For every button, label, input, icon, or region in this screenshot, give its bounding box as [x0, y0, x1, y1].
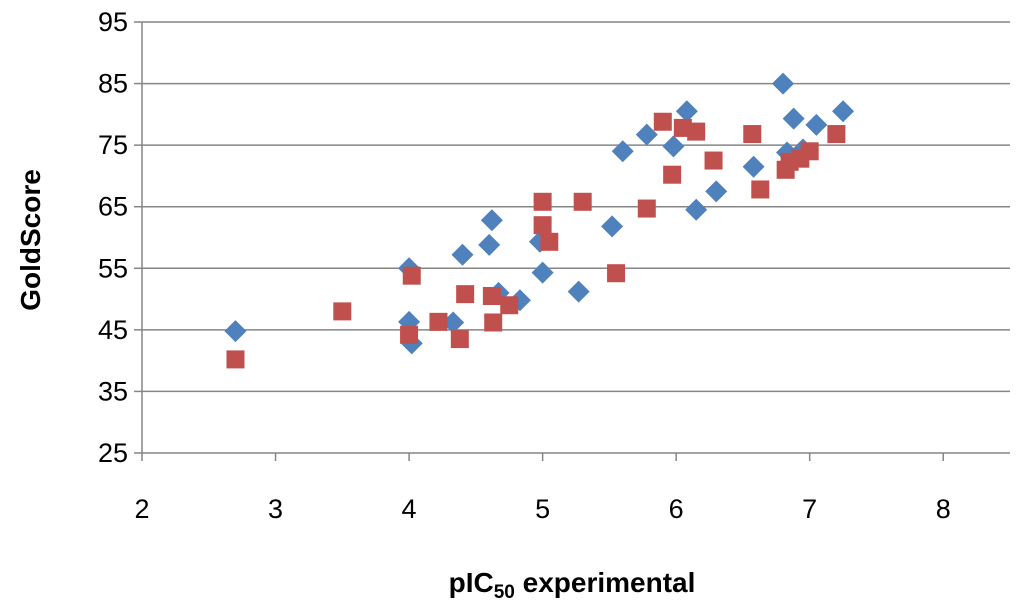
point-series-2-20	[704, 151, 723, 170]
axes	[134, 21, 1010, 461]
x-tick-label-6: 6	[669, 494, 684, 524]
point-series-1-16	[662, 135, 685, 158]
point-series-1-20	[742, 155, 765, 178]
point-series-1-18	[685, 198, 708, 221]
point-series-1-6	[478, 233, 501, 256]
x-axis-title-rest: experimental	[515, 567, 696, 598]
y-tick-label-85: 85	[98, 69, 128, 99]
y-tick-label-35: 35	[98, 376, 128, 406]
data-points	[224, 72, 855, 369]
point-series-1-17	[675, 100, 698, 123]
gridlines	[142, 21, 1010, 393]
y-tick-label-95: 95	[98, 7, 128, 37]
y-axis-title: GoldScore	[15, 169, 46, 311]
point-series-1-26	[832, 100, 855, 123]
point-series-2-15	[637, 199, 656, 218]
point-series-1-23	[782, 107, 805, 130]
x-tick-label-8: 8	[936, 494, 951, 524]
x-tick-label-3: 3	[268, 494, 283, 524]
point-series-2-1	[333, 302, 352, 321]
x-tick-label-4: 4	[402, 494, 417, 524]
point-series-2-13	[573, 192, 592, 211]
y-tick-label-45: 45	[98, 315, 128, 345]
point-series-2-11	[533, 216, 552, 235]
point-series-1-12	[567, 280, 590, 303]
y-tick-label-75: 75	[98, 130, 128, 160]
x-tick-label-7: 7	[802, 494, 817, 524]
point-series-2-19	[687, 122, 706, 141]
point-series-1-25	[805, 113, 828, 136]
y-tick-labels: 25 35 45 55 65 75 85 95	[98, 7, 128, 468]
point-series-2-3	[402, 266, 421, 285]
point-series-2-4	[429, 312, 448, 331]
point-series-2-6	[456, 285, 475, 304]
x-axis-title-main: pIC	[449, 567, 494, 598]
point-series-2-26	[800, 142, 819, 161]
point-series-1-0	[224, 320, 247, 343]
point-series-2-12	[540, 232, 559, 251]
point-series-2-9	[500, 296, 519, 315]
point-series-2-0	[226, 350, 245, 369]
x-axis-title: pIC50 experimental	[449, 567, 696, 603]
point-series-2-16	[653, 112, 672, 131]
x-tick-labels: 2 3 4 5 6 7 8	[134, 494, 950, 524]
point-series-2-22	[751, 180, 770, 199]
x-tick-label-5: 5	[535, 494, 550, 524]
point-series-1-5	[451, 243, 474, 266]
point-series-1-21	[771, 72, 794, 95]
point-series-1-4	[442, 311, 465, 334]
y-tick-label-25: 25	[98, 438, 128, 468]
point-series-2-17	[663, 165, 682, 184]
point-series-2-8	[484, 313, 503, 332]
y-tick-label-55: 55	[98, 253, 128, 283]
point-series-2-21	[743, 125, 762, 144]
point-series-1-19	[705, 180, 728, 203]
point-series-2-14	[607, 264, 626, 283]
point-series-1-9	[508, 289, 531, 312]
point-series-2-10	[533, 192, 552, 211]
x-axis-title-subscript: 50	[494, 582, 515, 603]
point-series-1-15	[635, 123, 658, 146]
x-tick-label-2: 2	[134, 494, 149, 524]
y-tick-label-65: 65	[98, 192, 128, 222]
point-series-1-7	[480, 209, 503, 232]
point-series-2-2	[400, 325, 419, 344]
point-series-1-13	[601, 215, 624, 238]
point-series-2-7	[482, 286, 501, 305]
point-series-1-14	[611, 140, 634, 163]
point-series-1-11	[531, 261, 554, 284]
point-series-2-5	[450, 330, 469, 349]
point-series-2-27	[827, 125, 846, 144]
